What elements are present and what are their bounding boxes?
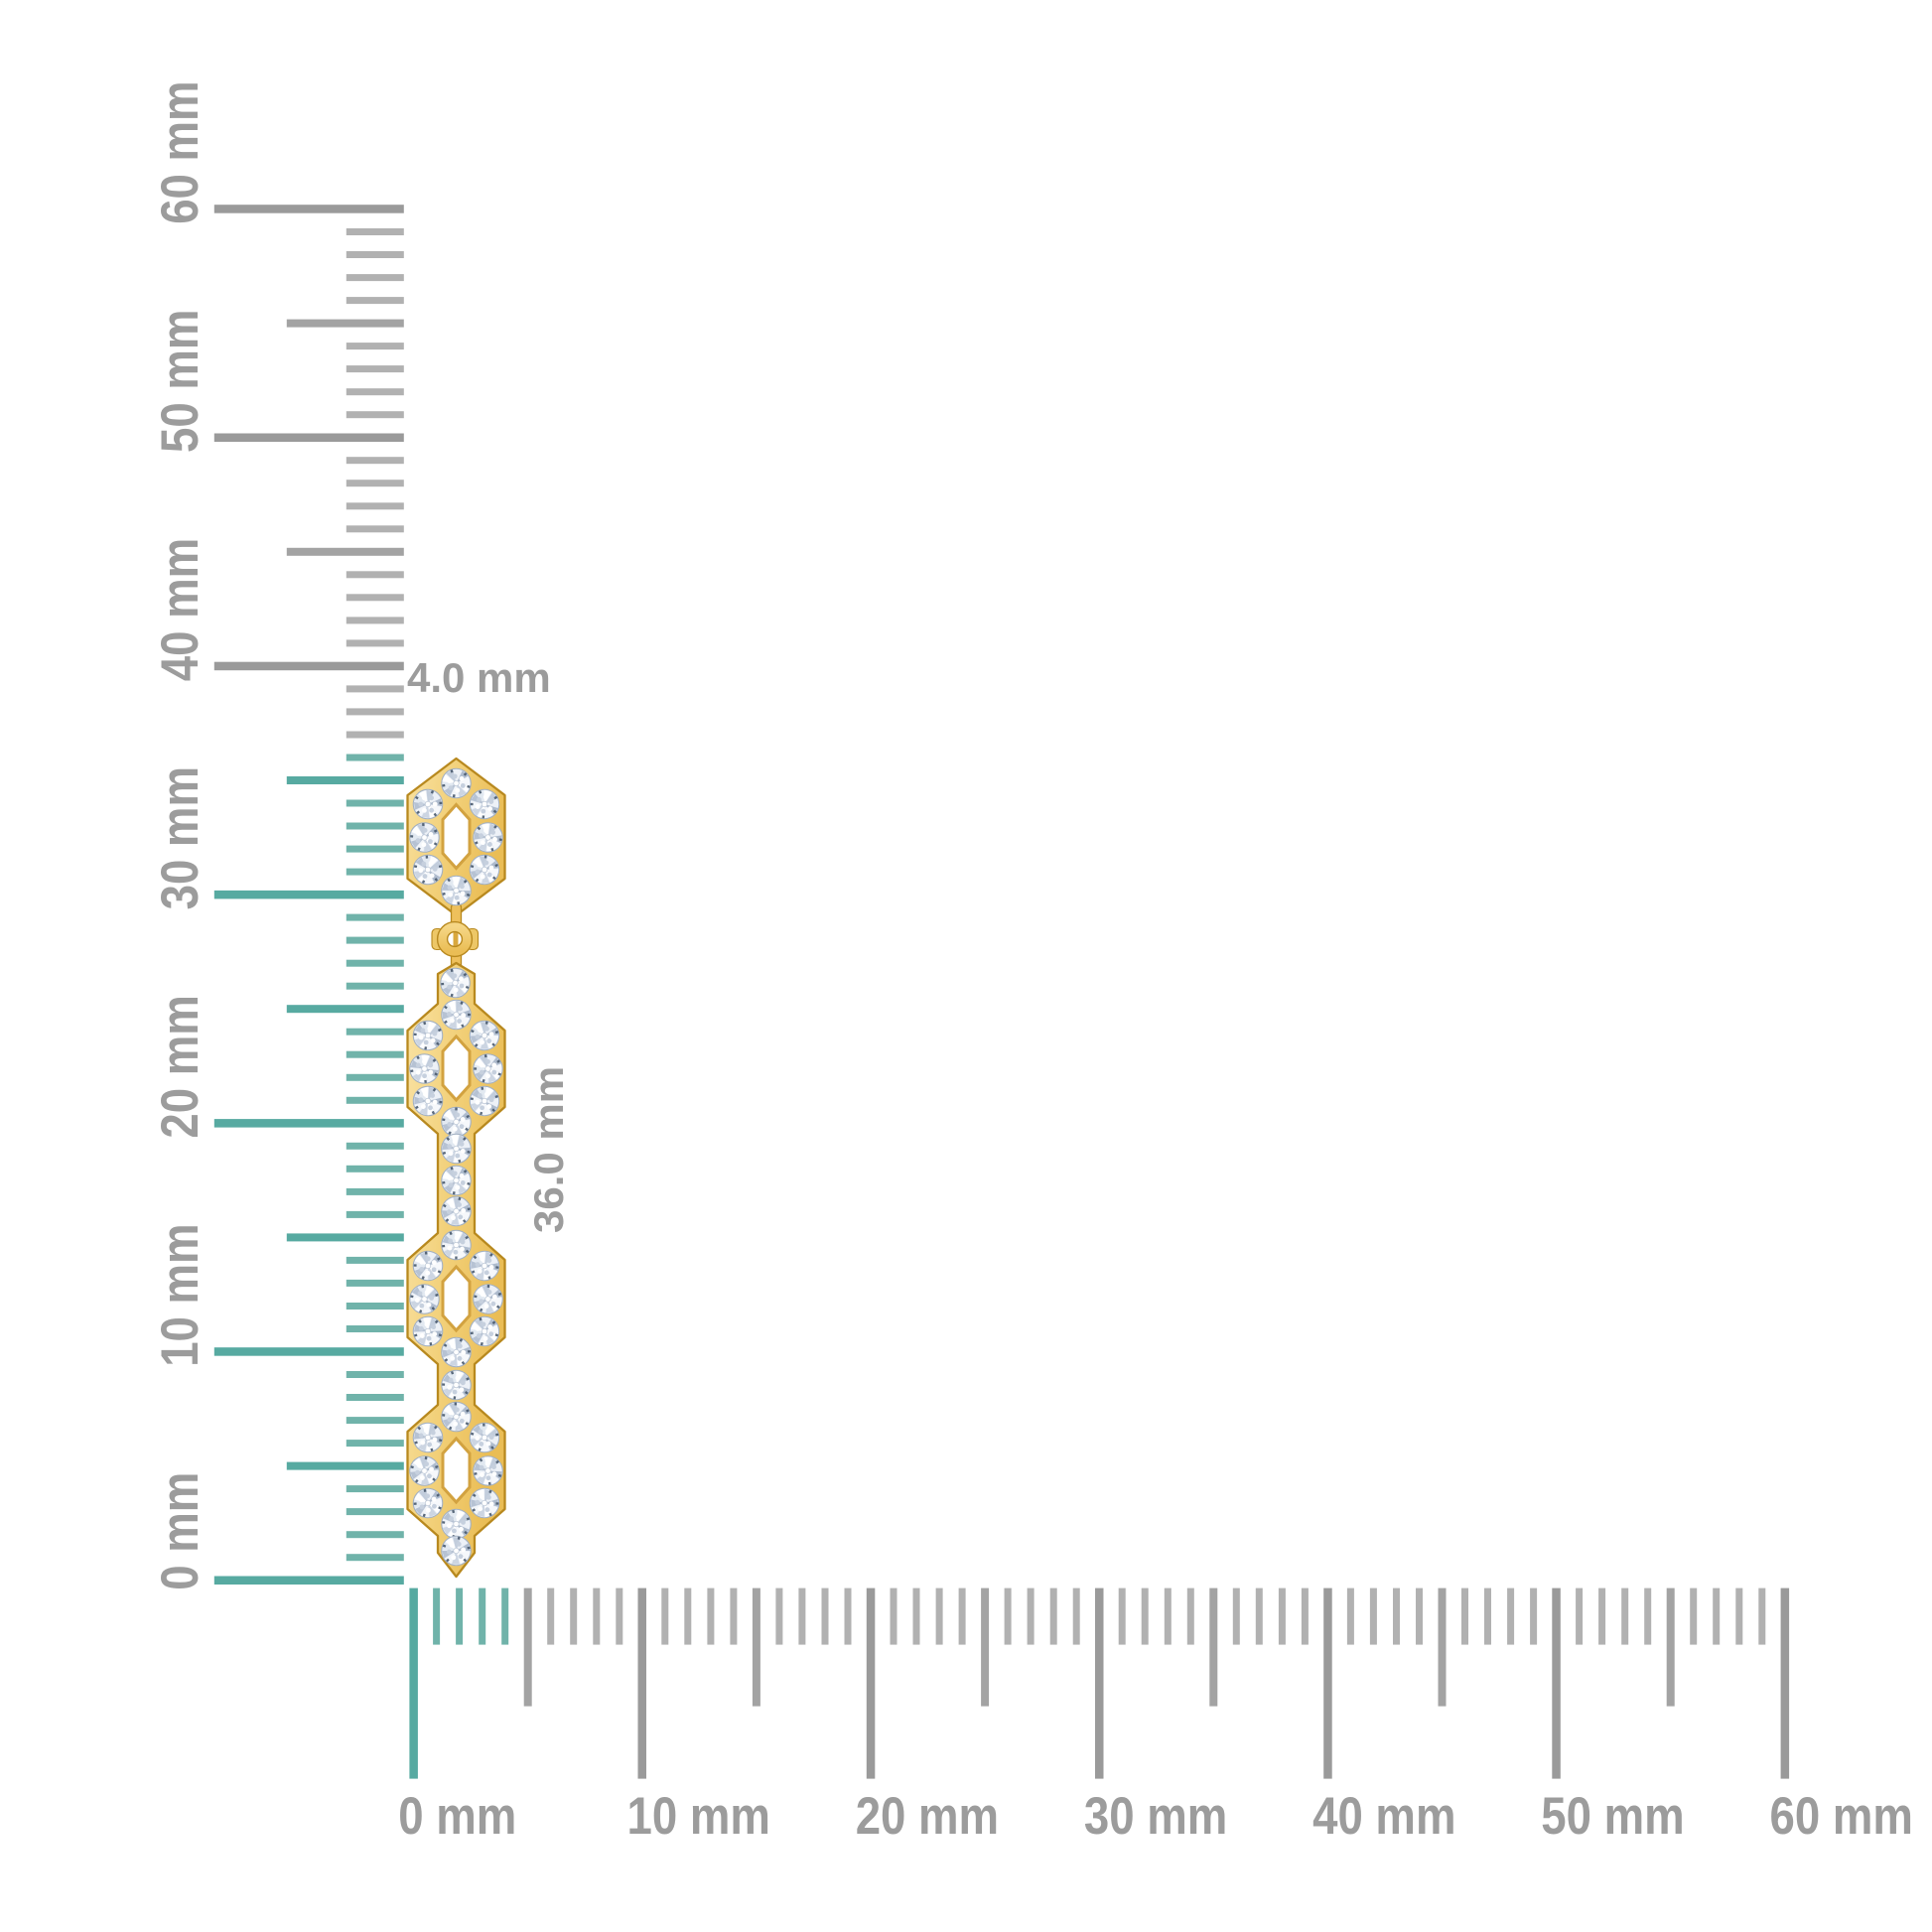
svg-text:30 mm: 30 mm xyxy=(151,766,209,909)
svg-text:10 mm: 10 mm xyxy=(151,1223,209,1366)
svg-text:60 mm: 60 mm xyxy=(1770,1787,1913,1846)
svg-text:0 mm: 0 mm xyxy=(398,1787,516,1846)
svg-text:50 mm: 50 mm xyxy=(151,310,209,453)
svg-text:20 mm: 20 mm xyxy=(856,1787,999,1846)
svg-text:40 mm: 40 mm xyxy=(1312,1787,1455,1846)
svg-text:0 mm: 0 mm xyxy=(151,1472,209,1590)
svg-text:40 mm: 40 mm xyxy=(151,538,209,681)
svg-text:60 mm: 60 mm xyxy=(151,80,209,223)
svg-text:50 mm: 50 mm xyxy=(1541,1787,1684,1846)
svg-text:4.0 mm: 4.0 mm xyxy=(407,654,551,701)
svg-text:20 mm: 20 mm xyxy=(151,995,209,1138)
svg-text:30 mm: 30 mm xyxy=(1084,1787,1227,1846)
svg-text:36.0 mm: 36.0 mm xyxy=(525,1066,572,1233)
svg-text:10 mm: 10 mm xyxy=(627,1787,770,1846)
